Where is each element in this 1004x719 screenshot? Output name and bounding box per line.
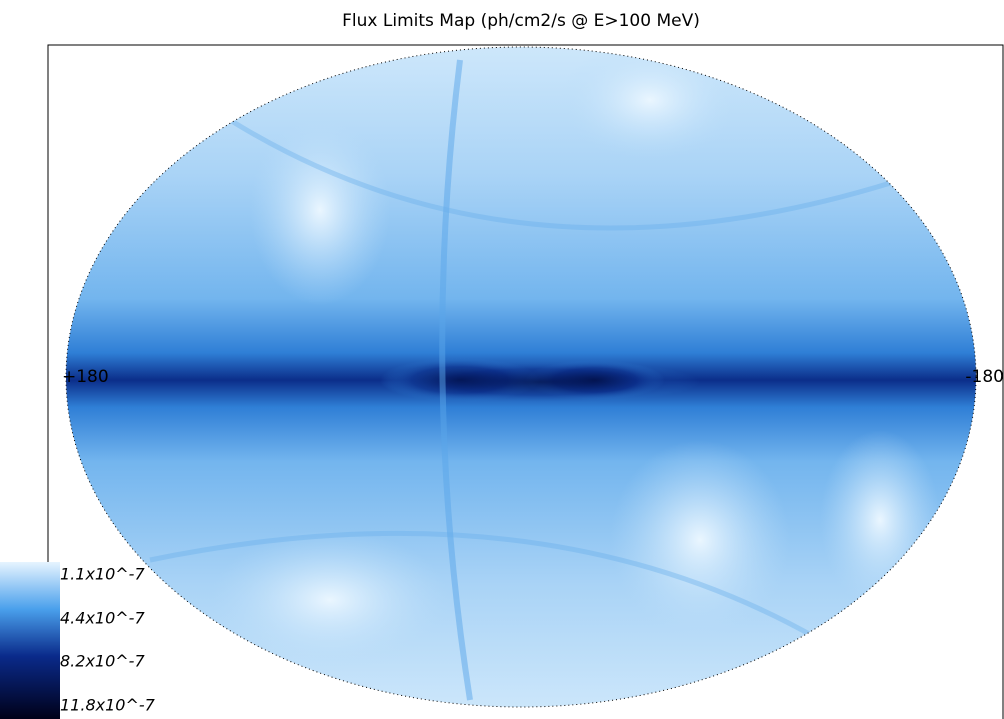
map-title: Flux Limits Map (ph/cm2/s @ E>100 MeV)	[342, 11, 700, 31]
colorbar	[0, 562, 60, 719]
colorbar-label: 8.2x10^-7	[60, 652, 145, 671]
longitude-label: +180	[62, 367, 109, 387]
colorbar-label: 4.4x10^-7	[60, 609, 145, 628]
frame	[47, 44, 1004, 719]
flux-map	[66, 47, 976, 707]
map-outline	[65, 46, 977, 708]
longitude-label: -180	[965, 367, 1004, 387]
colorbar-label: 11.8x10^-7	[60, 696, 156, 715]
colorbar-label: 1.1x10^-7	[60, 565, 145, 584]
